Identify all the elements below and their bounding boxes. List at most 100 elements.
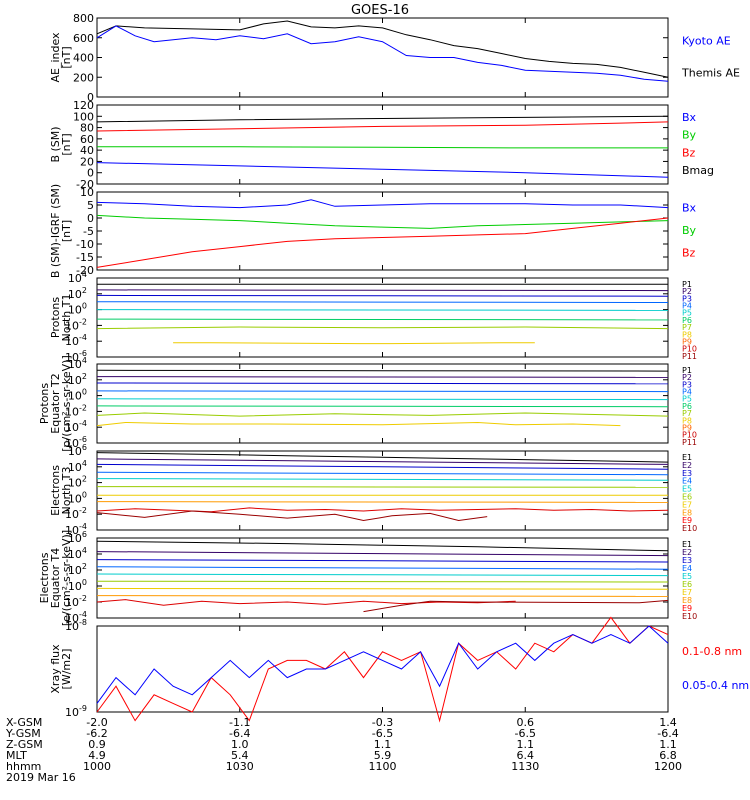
y-tick-label: 20 [80,155,94,168]
x-row-value: 1.0 [231,738,249,751]
series-bmag [96,115,669,123]
series-e5 [96,573,669,577]
x-axis-table: X-GSM -2.0 -1.1 -0.3 0.6 1.4 Y-GSM -6.2 -6.4 -6.5… [5,716,682,784]
y-tick-label: 10-9 [65,704,87,719]
series-e4 [96,471,669,476]
legend-entry: By [682,224,697,237]
legend-entry: E2 [682,461,692,470]
legend-entry: Bz [682,146,696,159]
series-e3 [96,559,669,563]
y-tick-label: 104 [68,270,87,285]
series-e10 [363,599,669,613]
legend-entry: P2 [682,373,692,382]
series-themis-ae [96,20,669,78]
x-row-label: Z-GSM [6,738,43,751]
y-tick-label: 800 [73,12,94,25]
x-row-value: -1.1 [229,716,250,729]
legend-entry: E7 [682,588,692,597]
series-0-05-0-4-nm [96,625,669,704]
series-p3 [96,382,669,385]
panel-frame [96,537,669,619]
y-tick-label: -5 [83,225,94,238]
series-bz [96,121,669,132]
legend-entry: E6 [682,580,692,589]
series-p2 [96,289,669,292]
legend-entry: E3 [682,556,692,565]
y-tick-label: 10 [80,186,94,199]
series-e7 [96,587,669,590]
series-p4 [96,301,669,303]
series-e5 [96,478,669,481]
y-tick-label: 40 [80,144,94,157]
series-bx [96,199,669,209]
x-row-value: 1000 [83,760,111,773]
legend-entry: E1 [682,540,692,549]
legend-entry: P8 [682,330,692,339]
x-row-label: hhmm [6,760,41,773]
series-e10 [96,510,488,522]
y-tick-label: -20 [76,264,94,277]
x-row-value: 1.1 [374,738,392,751]
x-row-value: 6.8 [659,749,677,762]
legend-entry: E9 [682,516,692,525]
series-p8 [96,421,621,427]
y-tick-label: 60 [80,133,94,146]
legend-entry: E10 [682,612,697,621]
legend-entry: P6 [682,316,692,325]
panel-frame [96,17,669,98]
legend-entry: E6 [682,493,692,502]
y-tick-label: 200 [73,71,94,84]
legend-entry: P1 [682,280,692,289]
panel-frame [96,191,669,271]
legend-entry: E5 [682,485,692,494]
series-by [96,214,669,229]
legend-entry: P10 [682,431,697,440]
y-tick-label: -10 [76,238,94,251]
series-p7 [96,326,669,330]
x-row-value: 1130 [511,760,539,773]
legend-entry: 0.05-0.4 nm [682,679,749,692]
legend-entry: Bx [682,202,697,215]
series-p7 [96,412,669,417]
legend-entry: P1 [682,366,692,375]
legend-entry: P4 [682,302,692,311]
legend-entry: Bmag [682,164,714,177]
legend-entry: P7 [682,323,692,332]
series-kyoto-ae [96,25,669,82]
date-label: 2019 Mar 16 [6,771,76,784]
legend-entry: E3 [682,469,692,478]
series-p4 [96,390,669,393]
y-tick-label: 120 [73,99,94,112]
panel-frame [96,363,669,444]
x-row-value: -6.5 [372,727,393,740]
legend-entry: E4 [682,564,692,573]
series-e4 [96,566,669,570]
y-tick-label: -15 [76,251,94,264]
legend-entry: P10 [682,345,697,354]
legend-entry: P9 [682,337,692,346]
x-row-value: 0.6 [517,716,535,729]
x-row-label: X-GSM [6,716,42,729]
legend-entry: E2 [682,548,692,557]
y-tick-label: 600 [73,32,94,45]
series-p1 [96,369,669,372]
x-row-value: 1.1 [659,738,677,751]
x-row-value: -6.4 [229,727,250,740]
y-tick-label: 80 [80,122,94,135]
y-tick-label: 5 [87,199,94,212]
legend-entry: E1 [682,453,692,462]
series-e6 [96,486,669,488]
x-row-value: 5.9 [374,749,392,762]
x-row-value: 1100 [369,760,397,773]
series-e8 [96,501,669,503]
series-e1 [96,452,669,463]
legend-entry: E8 [682,596,692,605]
x-row-value: -6.4 [657,727,678,740]
legend-entry: P9 [682,423,692,432]
